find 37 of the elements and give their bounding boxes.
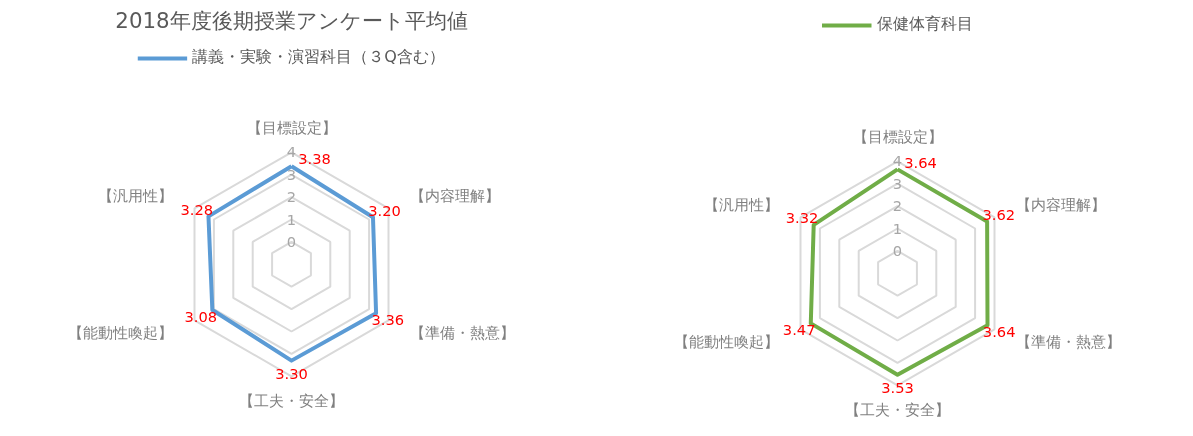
- legend-label: 保健体育科目: [876, 14, 973, 35]
- y-tick-label: 3: [286, 165, 297, 183]
- spoke-label: 【能動性喚起】: [674, 333, 780, 351]
- y-tick-label: 2: [892, 197, 903, 215]
- y-tick-label: 3: [892, 174, 903, 192]
- spoke-label: 【準備・熱意】: [1015, 333, 1121, 351]
- spoke-label: 【準備・熱意】: [409, 324, 515, 342]
- y-tick-label: 1: [892, 219, 903, 237]
- data-label: 3.36: [371, 310, 405, 328]
- spoke-label: 【能動性喚起】: [68, 324, 174, 342]
- legend-label: 講義・実験・演習科目（３Q含む）: [192, 47, 445, 68]
- spoke-label: 【目標設定】: [852, 128, 943, 146]
- data-label: 3.64: [904, 153, 937, 171]
- chart-title: 2018年度後期授業アンケート平均値: [115, 7, 468, 33]
- data-label: 3.08: [184, 307, 218, 325]
- data-label: 3.38: [298, 150, 331, 168]
- data-label: 3.20: [368, 201, 401, 219]
- y-tick-label: 0: [286, 232, 297, 250]
- data-label: 3.64: [982, 322, 1016, 340]
- spoke-label: 【工夫・安全】: [845, 401, 950, 419]
- spoke-label: 【汎用性】: [98, 187, 174, 205]
- spoke-label: 【内容理解】: [409, 187, 500, 205]
- data-label: 3.30: [275, 365, 308, 383]
- y-tick-label: 4: [286, 143, 297, 161]
- spoke-label: 【汎用性】: [704, 196, 780, 214]
- spoke-label: 【目標設定】: [246, 119, 337, 137]
- spoke-label: 【工夫・安全】: [239, 392, 344, 410]
- data-label: 3.47: [782, 321, 816, 339]
- y-tick-label: 1: [286, 210, 297, 228]
- y-tick-label: 0: [892, 241, 903, 259]
- y-tick-label: 4: [892, 152, 903, 170]
- data-label: 3.62: [982, 205, 1016, 223]
- spoke-label: 【内容理解】: [1015, 196, 1106, 214]
- data-label: 3.28: [180, 200, 214, 218]
- data-label: 3.53: [881, 379, 914, 397]
- y-tick-label: 2: [286, 188, 297, 206]
- data-label: 3.32: [785, 209, 819, 227]
